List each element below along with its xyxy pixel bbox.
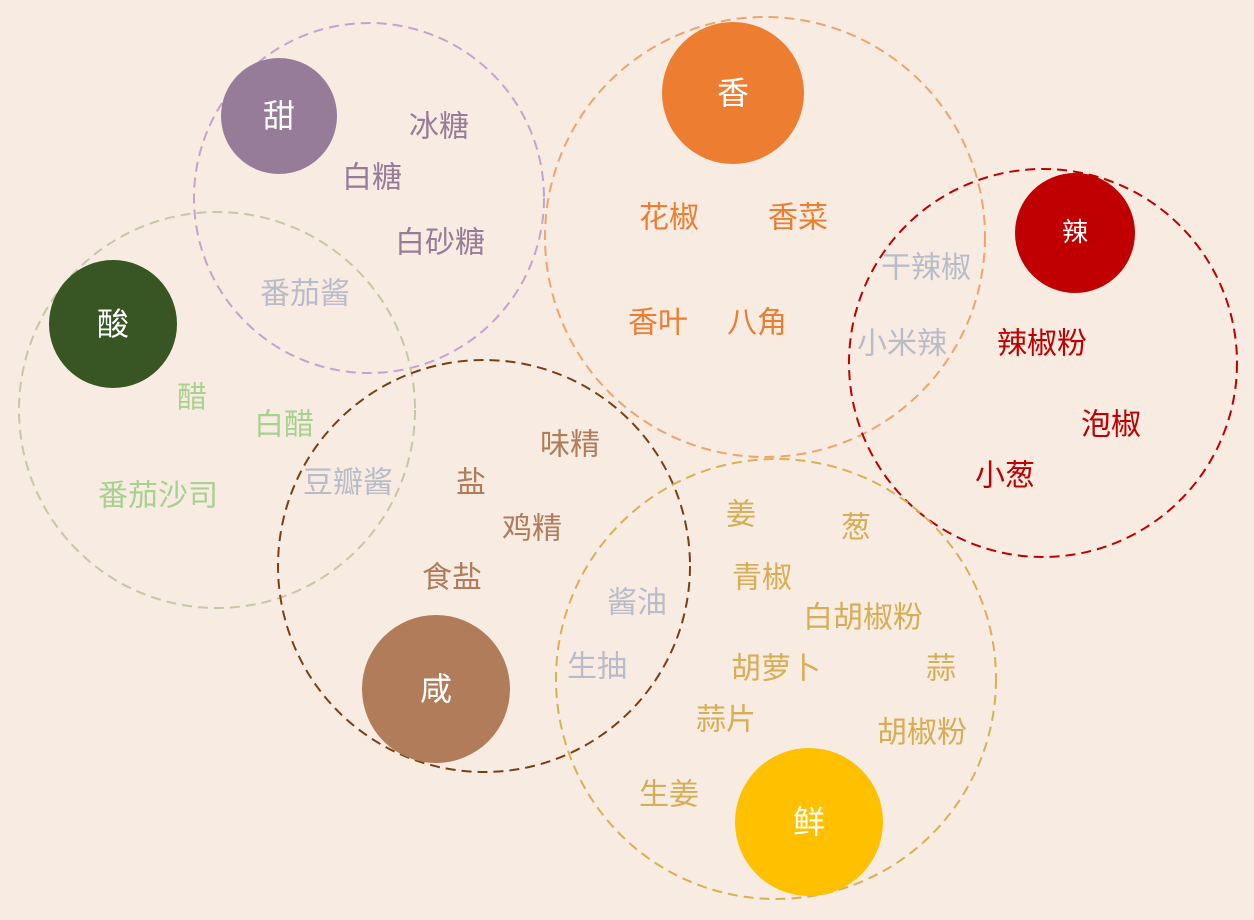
umami-circle bbox=[555, 458, 997, 900]
shared-item: 番茄酱 bbox=[260, 277, 350, 312]
fragrant-item: 香菜 bbox=[768, 201, 828, 236]
salty-item: 食盐 bbox=[422, 561, 482, 596]
umami-label: 鲜 bbox=[793, 803, 825, 841]
sweet-item: 白砂糖 bbox=[395, 226, 485, 261]
sweet-hub bbox=[221, 58, 337, 174]
spicy-circle bbox=[848, 168, 1238, 558]
salty-hub bbox=[362, 615, 510, 763]
sour-item: 醋 bbox=[177, 381, 207, 416]
shared-item: 小米辣 bbox=[857, 327, 947, 362]
fragrant-item: 香叶 bbox=[628, 306, 688, 341]
fragrant-item: 花椒 bbox=[639, 201, 699, 236]
fragrant-circle bbox=[544, 16, 986, 458]
sour-circle bbox=[18, 211, 416, 609]
spicy-label: 辣 bbox=[1062, 218, 1088, 248]
sweet-circle bbox=[193, 22, 545, 374]
salty-circle bbox=[277, 359, 691, 773]
spicy-hub bbox=[1015, 173, 1135, 293]
umami-item: 葱 bbox=[841, 511, 871, 546]
shared-item: 豆瓣酱 bbox=[303, 466, 393, 501]
sour-hub bbox=[49, 260, 177, 388]
umami-item: 胡椒粉 bbox=[877, 716, 967, 751]
umami-item: 生姜 bbox=[639, 778, 699, 813]
fragrant-hub bbox=[662, 22, 804, 164]
salty-label: 咸 bbox=[420, 670, 452, 708]
shared-item: 干辣椒 bbox=[881, 251, 971, 286]
fragrant-item: 八角 bbox=[727, 306, 787, 341]
umami-item: 胡萝卜 bbox=[731, 652, 821, 687]
sweet-item: 白糖 bbox=[342, 161, 402, 196]
salty-item: 鸡精 bbox=[502, 512, 562, 547]
sour-label: 酸 bbox=[97, 305, 129, 343]
sour-item: 番茄沙司 bbox=[98, 479, 218, 514]
sweet-item: 冰糖 bbox=[409, 110, 469, 145]
umami-item: 蒜 bbox=[926, 652, 956, 687]
sweet-label: 甜 bbox=[263, 97, 295, 135]
umami-item: 白胡椒粉 bbox=[803, 601, 923, 636]
spicy-item: 小葱 bbox=[975, 459, 1035, 494]
salty-item: 味精 bbox=[540, 428, 600, 463]
umami-item: 青椒 bbox=[732, 561, 792, 596]
salty-item: 盐 bbox=[456, 466, 486, 501]
umami-hub bbox=[735, 748, 883, 896]
spicy-item: 泡椒 bbox=[1081, 408, 1141, 443]
shared-item: 生抽 bbox=[567, 650, 627, 685]
umami-item: 姜 bbox=[726, 498, 756, 533]
fragrant-label: 香 bbox=[717, 74, 749, 112]
spicy-item: 辣椒粉 bbox=[997, 327, 1087, 362]
umami-item: 蒜片 bbox=[696, 703, 756, 738]
sour-item: 白醋 bbox=[254, 408, 314, 443]
shared-item: 酱油 bbox=[607, 586, 667, 621]
